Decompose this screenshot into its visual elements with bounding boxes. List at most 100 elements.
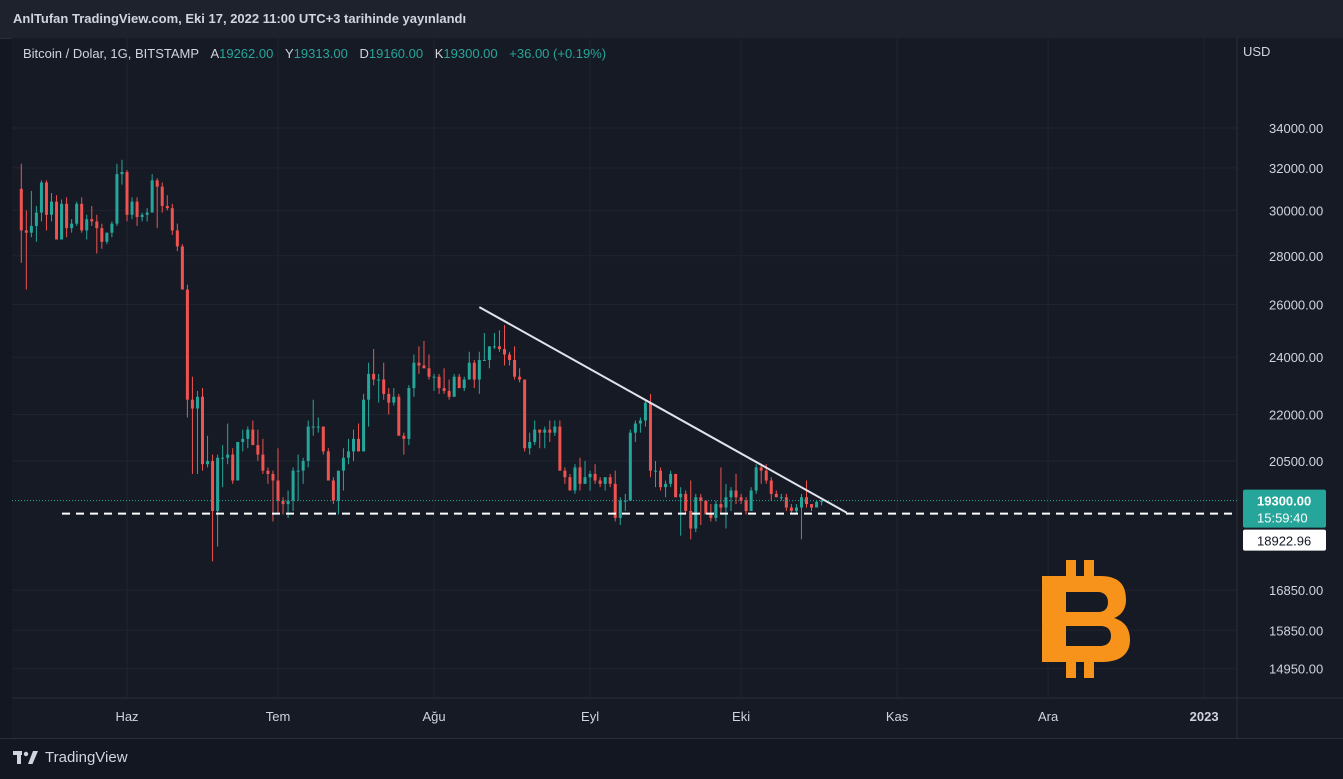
tradingview-logo-icon (13, 750, 38, 764)
candle-body (185, 289, 189, 400)
price-tick-label: 24000.00 (1269, 350, 1323, 365)
candle-body (336, 470, 340, 501)
candle-body (29, 225, 33, 233)
chart-pane[interactable]: USD 34000.00 32000.00 30000.00 28000.00 26000… (12, 38, 1343, 738)
candle-body (487, 346, 491, 360)
candle-body (80, 203, 84, 231)
candle-body (216, 457, 220, 511)
tradingview-brand[interactable]: TradingView (13, 749, 128, 766)
candle-body (734, 490, 738, 498)
price-tick-label: 30000.00 (1269, 203, 1323, 218)
candle-body (130, 201, 134, 215)
candle-body (754, 467, 758, 491)
price-tick-label: 28000.00 (1269, 249, 1323, 264)
candle-body (120, 172, 124, 175)
price-chart[interactable]: USD 34000.00 32000.00 30000.00 28000.00 26000… (12, 38, 1343, 738)
candle-body (316, 426, 320, 428)
price-tick-label: 26000.00 (1269, 298, 1323, 313)
candle-body (175, 230, 179, 247)
candle-body (135, 201, 139, 217)
candle-body (246, 429, 250, 439)
candle-body (110, 223, 114, 233)
legend-high: 19313.00 (293, 46, 348, 61)
candle-body (19, 188, 23, 231)
price-tick-label: 14950.00 (1269, 662, 1323, 677)
candle-body (195, 396, 199, 409)
candle-body (145, 212, 149, 215)
current-price-label: 19300.00 (1257, 494, 1311, 509)
candle-body (331, 480, 335, 501)
price-tick-label: 20500.00 (1269, 454, 1323, 469)
candle-body (452, 376, 456, 397)
candle-body (226, 454, 230, 458)
candle-body (44, 182, 48, 215)
candle-body (779, 497, 783, 499)
candle-body (432, 376, 436, 378)
candle-body (256, 445, 260, 455)
candle-body (34, 212, 38, 226)
candle-body (714, 504, 718, 518)
bitcoin-logo-icon (1042, 560, 1130, 678)
candle-body (201, 396, 204, 465)
candle-body (377, 379, 381, 381)
candle-body (236, 441, 240, 481)
candle-body (155, 180, 159, 187)
candle-body (563, 470, 567, 478)
legend-high-label: Y (284, 46, 294, 61)
candle-body (467, 362, 471, 380)
candle-body (528, 441, 532, 449)
candle-body (744, 500, 748, 511)
candle-body (291, 470, 295, 501)
candle-body (221, 457, 225, 459)
price-tick-label: 16850.00 (1269, 583, 1323, 598)
candle-body (387, 393, 391, 403)
publication-text: AnlTufan TradingView.com, Eki 17, 2022 1… (13, 11, 467, 26)
legend-open-label: A (210, 46, 220, 61)
candle-body (271, 473, 275, 481)
candle-body (251, 429, 255, 446)
candle-body (39, 182, 43, 213)
candle-body (573, 467, 577, 491)
time-tick-label: Haz (115, 709, 138, 724)
candle-body (724, 497, 728, 508)
candle-body (90, 219, 94, 222)
legend-close: 19300.00 (443, 46, 498, 61)
candle-body (669, 473, 673, 484)
candle-body (402, 435, 406, 439)
candle-body (180, 246, 184, 290)
price-tick-label: 22000.00 (1269, 407, 1323, 422)
candle-body (190, 399, 194, 409)
publication-header: AnlTufan TradingView.com, Eki 17, 2022 1… (0, 0, 1343, 39)
candle-body (648, 402, 652, 471)
symbol-legend: Bitcoin / Dolar, 1G, BITSTAMP A19262.00 … (23, 46, 606, 61)
candle-body (608, 477, 612, 484)
candle-body (518, 376, 522, 380)
candle-body (633, 423, 637, 433)
legend-low: 19160.00 (368, 46, 424, 61)
candle-body (659, 470, 663, 488)
candle-body (709, 514, 713, 518)
candle-body (100, 228, 104, 242)
candle-body (699, 497, 703, 501)
candle-body (422, 365, 426, 369)
candle-body (362, 399, 366, 452)
candle-body (794, 507, 798, 511)
candle-body (523, 379, 527, 449)
time-tick-label: 2023 (1190, 709, 1219, 724)
candle-body (95, 221, 99, 229)
candle-body (638, 420, 642, 424)
candle-body (357, 438, 361, 452)
candle-body (372, 373, 376, 380)
time-tick-label: Tem (266, 709, 291, 724)
candle-body (492, 346, 496, 348)
candle-body (65, 203, 69, 229)
time-tick-label: Kas (886, 709, 909, 724)
candle-body (623, 500, 627, 502)
candle-body (125, 172, 129, 215)
candle-body (799, 497, 803, 508)
candle-body (447, 390, 451, 397)
footer-bar: TradingView (0, 738, 1343, 779)
candle-body (815, 501, 819, 508)
candle-body (674, 473, 678, 498)
price-axis-currency: USD (1243, 44, 1270, 59)
